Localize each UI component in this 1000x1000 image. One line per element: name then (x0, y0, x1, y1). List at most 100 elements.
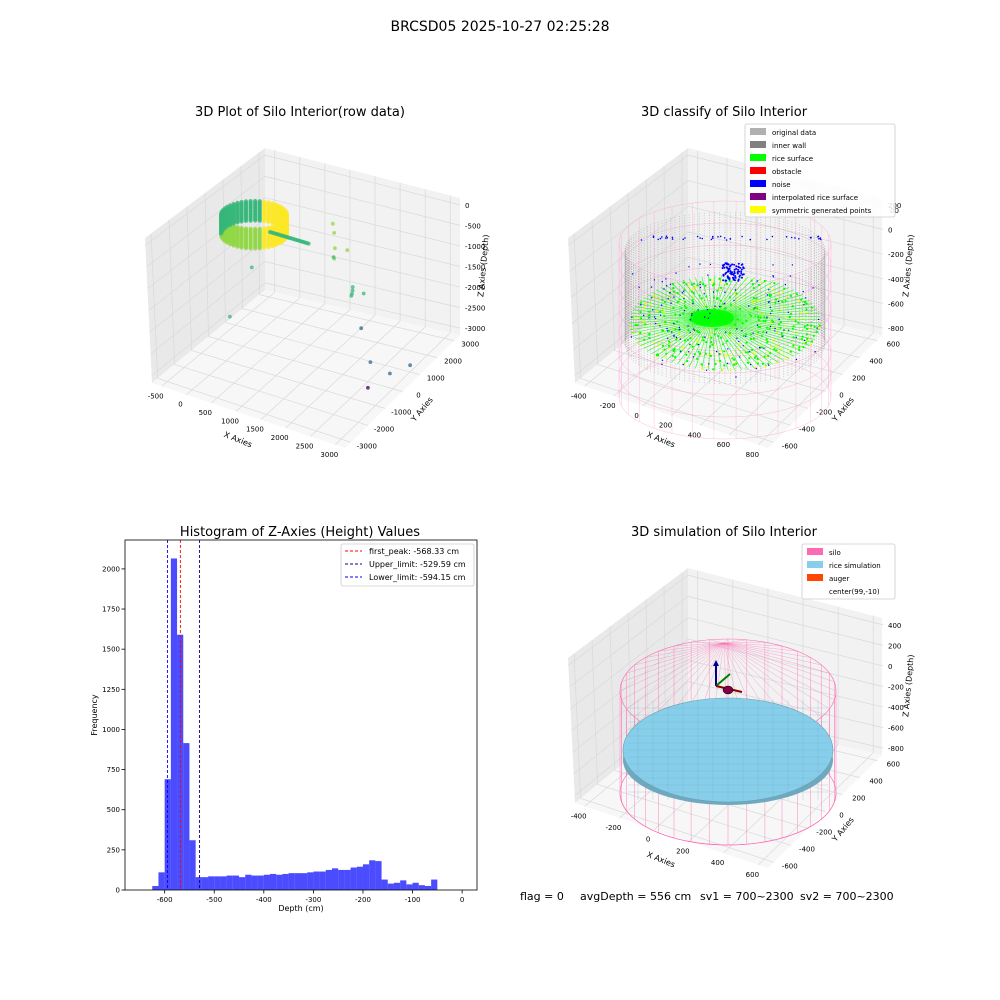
rice-surface-point (745, 333, 748, 336)
rice-surface-point (798, 348, 801, 352)
grid-line-y-back (609, 206, 615, 351)
z-tick-label: -400 (888, 704, 904, 712)
rice-surface-point (716, 289, 719, 292)
histogram-bar (245, 874, 252, 890)
noise-point (696, 235, 699, 238)
legend-swatch (750, 154, 766, 161)
grid-line-y (191, 350, 386, 409)
noise-point (719, 305, 721, 308)
noise-point (769, 325, 772, 328)
noise-point (812, 287, 814, 289)
rice-surface-point (791, 305, 794, 308)
noise-point (684, 237, 686, 239)
y-tick-label: -200 (816, 828, 832, 836)
rice-surface-point (659, 310, 662, 313)
rice-surface-point (760, 335, 764, 338)
y-tick-label: 0 (416, 392, 420, 400)
rice-surface-point (751, 283, 754, 286)
noise-point (678, 326, 681, 329)
grid-line-z (687, 574, 884, 626)
histogram-bar (220, 876, 227, 890)
grid-line-z-left (570, 617, 689, 710)
noise-point (725, 271, 728, 274)
histogram-bar (424, 885, 432, 890)
noise-point (727, 268, 730, 271)
rice-surface-point (767, 362, 770, 365)
symmetric-point (711, 281, 714, 284)
x-tick-label: -400 (571, 392, 587, 400)
z-tick-label: -2000 (465, 284, 485, 292)
silo-roof-rib (709, 639, 725, 644)
noise-point (790, 236, 793, 239)
symmetric-point (634, 317, 637, 320)
noise-point (661, 281, 663, 283)
noise-point (721, 267, 724, 270)
noise-point (784, 283, 787, 286)
rice-surface-point (756, 307, 759, 310)
noise-point (769, 306, 771, 309)
y-tick-label: -3000 (357, 442, 377, 450)
x-tick-label: 2000 (271, 434, 289, 442)
outlier-point (388, 371, 392, 376)
histogram-bar (170, 558, 178, 890)
noise-point (667, 298, 669, 300)
symmetric-point (776, 331, 778, 334)
histogram-bar (189, 840, 196, 890)
classify-3d-y-label: Y Axies (830, 395, 856, 424)
silo-ring-point (235, 220, 240, 225)
raw-3d-plot: 3D Plot of Silo Interior(row data) -5000… (145, 105, 491, 459)
histogram-bar (232, 875, 240, 890)
noise-point (734, 289, 737, 291)
rice-surface-point (733, 358, 736, 361)
rice-surface-point (639, 331, 642, 334)
histogram-bar (400, 880, 407, 890)
noise-point (679, 328, 681, 331)
rice-surface-point (668, 340, 671, 343)
noise-point (650, 286, 653, 288)
rice-surface-point (789, 294, 792, 297)
symmetric-point (700, 365, 703, 367)
rice-surface-point (780, 332, 783, 335)
y-tick-label: 0 (116, 887, 120, 895)
noise-point (729, 272, 732, 275)
x-tick-label: 0 (634, 412, 638, 420)
outlier-point (228, 314, 232, 319)
symmetric-point (779, 354, 781, 357)
rice-surface-point (705, 341, 708, 344)
silo-ring-point (253, 246, 258, 251)
symmetric-point (759, 344, 762, 347)
symmetric-point (726, 354, 728, 357)
symmetric-point (738, 343, 741, 346)
rice-surface-point (696, 357, 699, 360)
noise-point (630, 336, 633, 338)
silo-ring-point (284, 230, 289, 235)
rice-surface-point (634, 323, 637, 327)
x-tick-label: -300 (305, 896, 321, 904)
noise-point (729, 238, 732, 240)
symmetric-point (770, 346, 772, 348)
noise-point (798, 238, 800, 240)
x-tick-label: 0 (178, 401, 182, 409)
rice-surface-point (664, 320, 667, 324)
rice-surface-point (728, 279, 731, 283)
noise-point (707, 317, 710, 319)
symmetric-point (759, 281, 762, 283)
rice-surface-point (696, 343, 699, 346)
rice-surface-point (676, 292, 679, 295)
histogram-bar (270, 873, 277, 890)
outlier-point (350, 288, 355, 293)
rice-surface-point (752, 307, 755, 311)
noise-point (704, 336, 706, 338)
rice-surface-point (723, 364, 726, 367)
noise-point (732, 274, 735, 276)
x-tick-label: -500 (148, 392, 164, 400)
silo-ring-point (274, 242, 279, 247)
noise-point (733, 272, 736, 275)
outlier-point (332, 231, 337, 235)
grid-line-z-left (149, 240, 266, 333)
rice-surface-point (757, 316, 760, 319)
noise-point (736, 337, 738, 339)
noise-point (772, 275, 774, 277)
x-tick-label: -400 (256, 896, 272, 904)
noise-point (725, 266, 728, 269)
